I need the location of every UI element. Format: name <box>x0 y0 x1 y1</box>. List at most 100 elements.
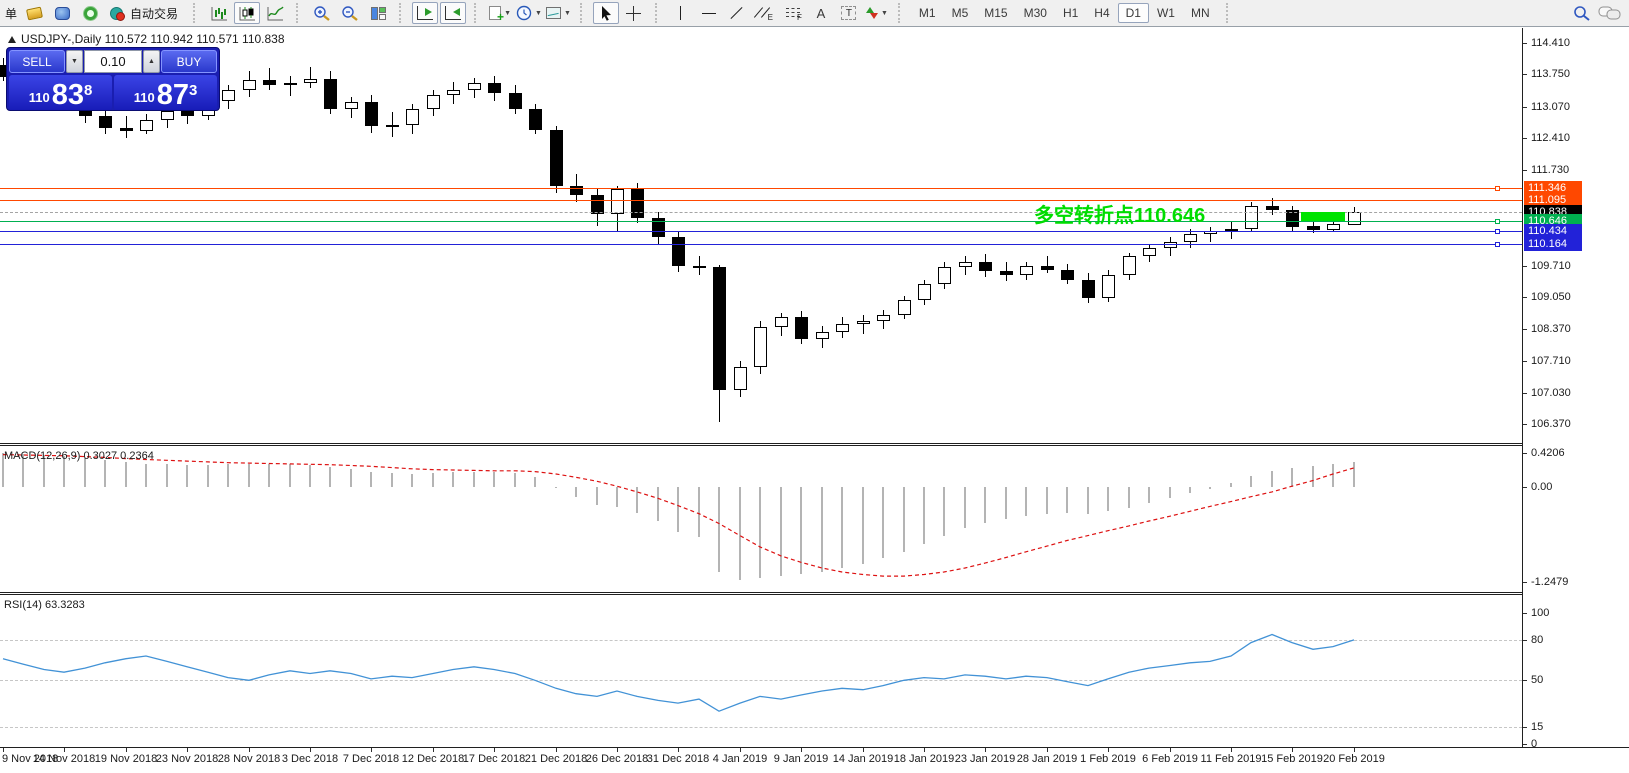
panel-divider[interactable] <box>0 592 1629 595</box>
one-click-trading-panel: SELL ▼ 0.10 ▲ BUY 110 83 8 110 87 3 <box>6 47 220 111</box>
price-axis[interactable]: 114.410 113.750 113.070 112.410 111.730 109.7… <box>1522 28 1629 747</box>
axis-tick <box>1523 107 1527 108</box>
line-handle[interactable] <box>1495 186 1500 191</box>
cursor-button[interactable] <box>592 2 619 24</box>
buy-price-point: 3 <box>188 82 198 99</box>
candle <box>222 90 235 101</box>
panel-divider[interactable] <box>0 443 1629 446</box>
price-badge-110.434: 110.434 <box>1524 224 1582 238</box>
chat-button[interactable] <box>1597 2 1623 24</box>
price-chart-area[interactable]: USDJPY-,Daily 110.572 110.942 110.571 11… <box>0 28 1522 443</box>
buy-price-main: 87 <box>156 79 189 111</box>
candle <box>836 324 849 332</box>
macd-histogram-bar <box>473 471 475 487</box>
candle-chart-button[interactable] <box>234 2 261 24</box>
lot-increase-button[interactable]: ▲ <box>143 50 160 73</box>
autotrading-button[interactable]: 自动交易 <box>105 2 185 24</box>
timeframe-d1[interactable]: D1 <box>1117 3 1149 23</box>
arrows-tool-button[interactable]: ▼ <box>864 2 890 24</box>
horizontal-line-tool-button[interactable] <box>696 2 722 24</box>
line-handle[interactable] <box>1495 229 1500 234</box>
sell-button[interactable]: SELL <box>9 50 65 73</box>
macd-histogram-bar <box>596 487 598 505</box>
price-tick-label: 108.370 <box>1531 323 1571 335</box>
timeframe-m15[interactable]: M15 <box>984 6 1008 20</box>
tile-windows-button[interactable] <box>365 2 391 24</box>
bar-chart-button[interactable] <box>206 2 232 24</box>
level-line-110.646[interactable] <box>0 221 1522 222</box>
bid-price-line[interactable] <box>0 212 1522 213</box>
axis-tick <box>1523 170 1527 171</box>
indicators-button[interactable]: ▼ <box>487 2 513 24</box>
candle <box>857 321 870 324</box>
community-button[interactable] <box>49 2 75 24</box>
line-handle[interactable] <box>1495 242 1500 247</box>
fibonacci-icon: F <box>785 7 802 22</box>
line-handle[interactable] <box>1495 219 1500 224</box>
buy-button[interactable]: BUY <box>161 50 217 73</box>
macd-histogram-bar <box>145 463 147 487</box>
channel-tool-button[interactable]: E <box>752 2 778 24</box>
time-tick <box>801 748 802 752</box>
chart-shift-button[interactable] <box>440 2 467 24</box>
rsi-label: RSI(14) 63.3283 <box>4 599 85 611</box>
chevron-down-icon[interactable]: ▼ <box>563 9 571 17</box>
vertical-line-tool-button[interactable] <box>668 2 694 24</box>
templates-button[interactable]: ▼ <box>545 2 572 24</box>
timeframe-h4[interactable]: H4 <box>1094 6 1110 20</box>
chevron-down-icon[interactable]: ▼ <box>880 9 888 17</box>
date-label: 6 Feb 2019 <box>1142 753 1198 765</box>
level-line-110.434[interactable] <box>0 231 1522 232</box>
buy-price-display[interactable]: 110 87 3 <box>114 75 217 110</box>
time-tick <box>1354 748 1355 752</box>
date-label: 9 Jan 2019 <box>773 753 829 765</box>
macd-histogram-bar <box>166 464 168 487</box>
timeframe-h1[interactable]: H1 <box>1062 6 1079 20</box>
lot-decrease-button[interactable]: ▼ <box>66 50 83 73</box>
signals-button[interactable] <box>77 2 103 24</box>
zoom-in-button[interactable] <box>309 2 335 24</box>
line-chart-button[interactable] <box>262 2 288 24</box>
timeframe-mn[interactable]: MN <box>1190 6 1210 20</box>
sell-price-display[interactable]: 110 83 8 <box>9 75 112 110</box>
highlight-rectangle-object[interactable] <box>1301 212 1345 221</box>
timeframe-m5[interactable]: M5 <box>951 6 969 20</box>
level-line-111.346[interactable] <box>0 188 1522 189</box>
order-menu-label[interactable]: 单 <box>5 6 18 21</box>
level-line-110.164[interactable] <box>0 244 1522 245</box>
date-label: 23 Nov 2018 <box>155 753 219 765</box>
periods-button[interactable]: ▼ <box>515 2 543 24</box>
search-button[interactable] <box>1569 2 1595 24</box>
candle <box>427 95 440 109</box>
chevron-down-icon[interactable]: ▼ <box>535 9 542 17</box>
candle <box>1348 212 1361 225</box>
macd-indicator-area[interactable]: MACD(12,26,9) 0.3027 0.2364 <box>0 446 1522 591</box>
trendline-tool-button[interactable] <box>724 2 750 24</box>
macd-histogram-bar <box>1332 464 1334 487</box>
lot-size-input[interactable]: 0.10 <box>84 50 142 73</box>
zoom-out-button[interactable] <box>337 2 363 24</box>
text-label-tool-button[interactable]: T <box>836 2 862 24</box>
fibonacci-tool-button[interactable]: F <box>780 2 806 24</box>
time-tick <box>1292 748 1293 752</box>
candle-wick <box>310 67 311 88</box>
text-tool-button[interactable]: A <box>808 2 834 24</box>
timeframe-m1[interactable]: M1 <box>918 6 936 20</box>
date-label: 20 Feb 2019 <box>1323 753 1385 765</box>
candle-wick <box>290 76 291 96</box>
crosshair-button[interactable] <box>621 2 647 24</box>
timeframe-m30[interactable]: M30 <box>1023 6 1047 20</box>
pivot-annotation-text[interactable]: 多空转折点110.646 <box>1034 205 1206 227</box>
auto-scroll-button[interactable] <box>412 2 439 24</box>
symbol-collapse-icon[interactable] <box>8 35 16 43</box>
time-axis[interactable]: 9 Nov 2018 14 Nov 2018 19 Nov 2018 23 Nov 2… <box>0 747 1629 773</box>
rsi-indicator-area[interactable]: RSI(14) 63.3283 <box>0 595 1522 746</box>
candle <box>938 267 951 284</box>
date-label: 11 Feb 2019 <box>1200 753 1262 765</box>
date-label: 17 Dec 2018 <box>462 753 526 765</box>
level-line-111.095[interactable] <box>0 200 1522 201</box>
timeframe-w1[interactable]: W1 <box>1156 6 1175 20</box>
chevron-down-icon[interactable]: ▼ <box>504 9 511 17</box>
new-order-button[interactable] <box>21 2 47 24</box>
date-label: 14 Nov 2018 <box>32 753 96 765</box>
